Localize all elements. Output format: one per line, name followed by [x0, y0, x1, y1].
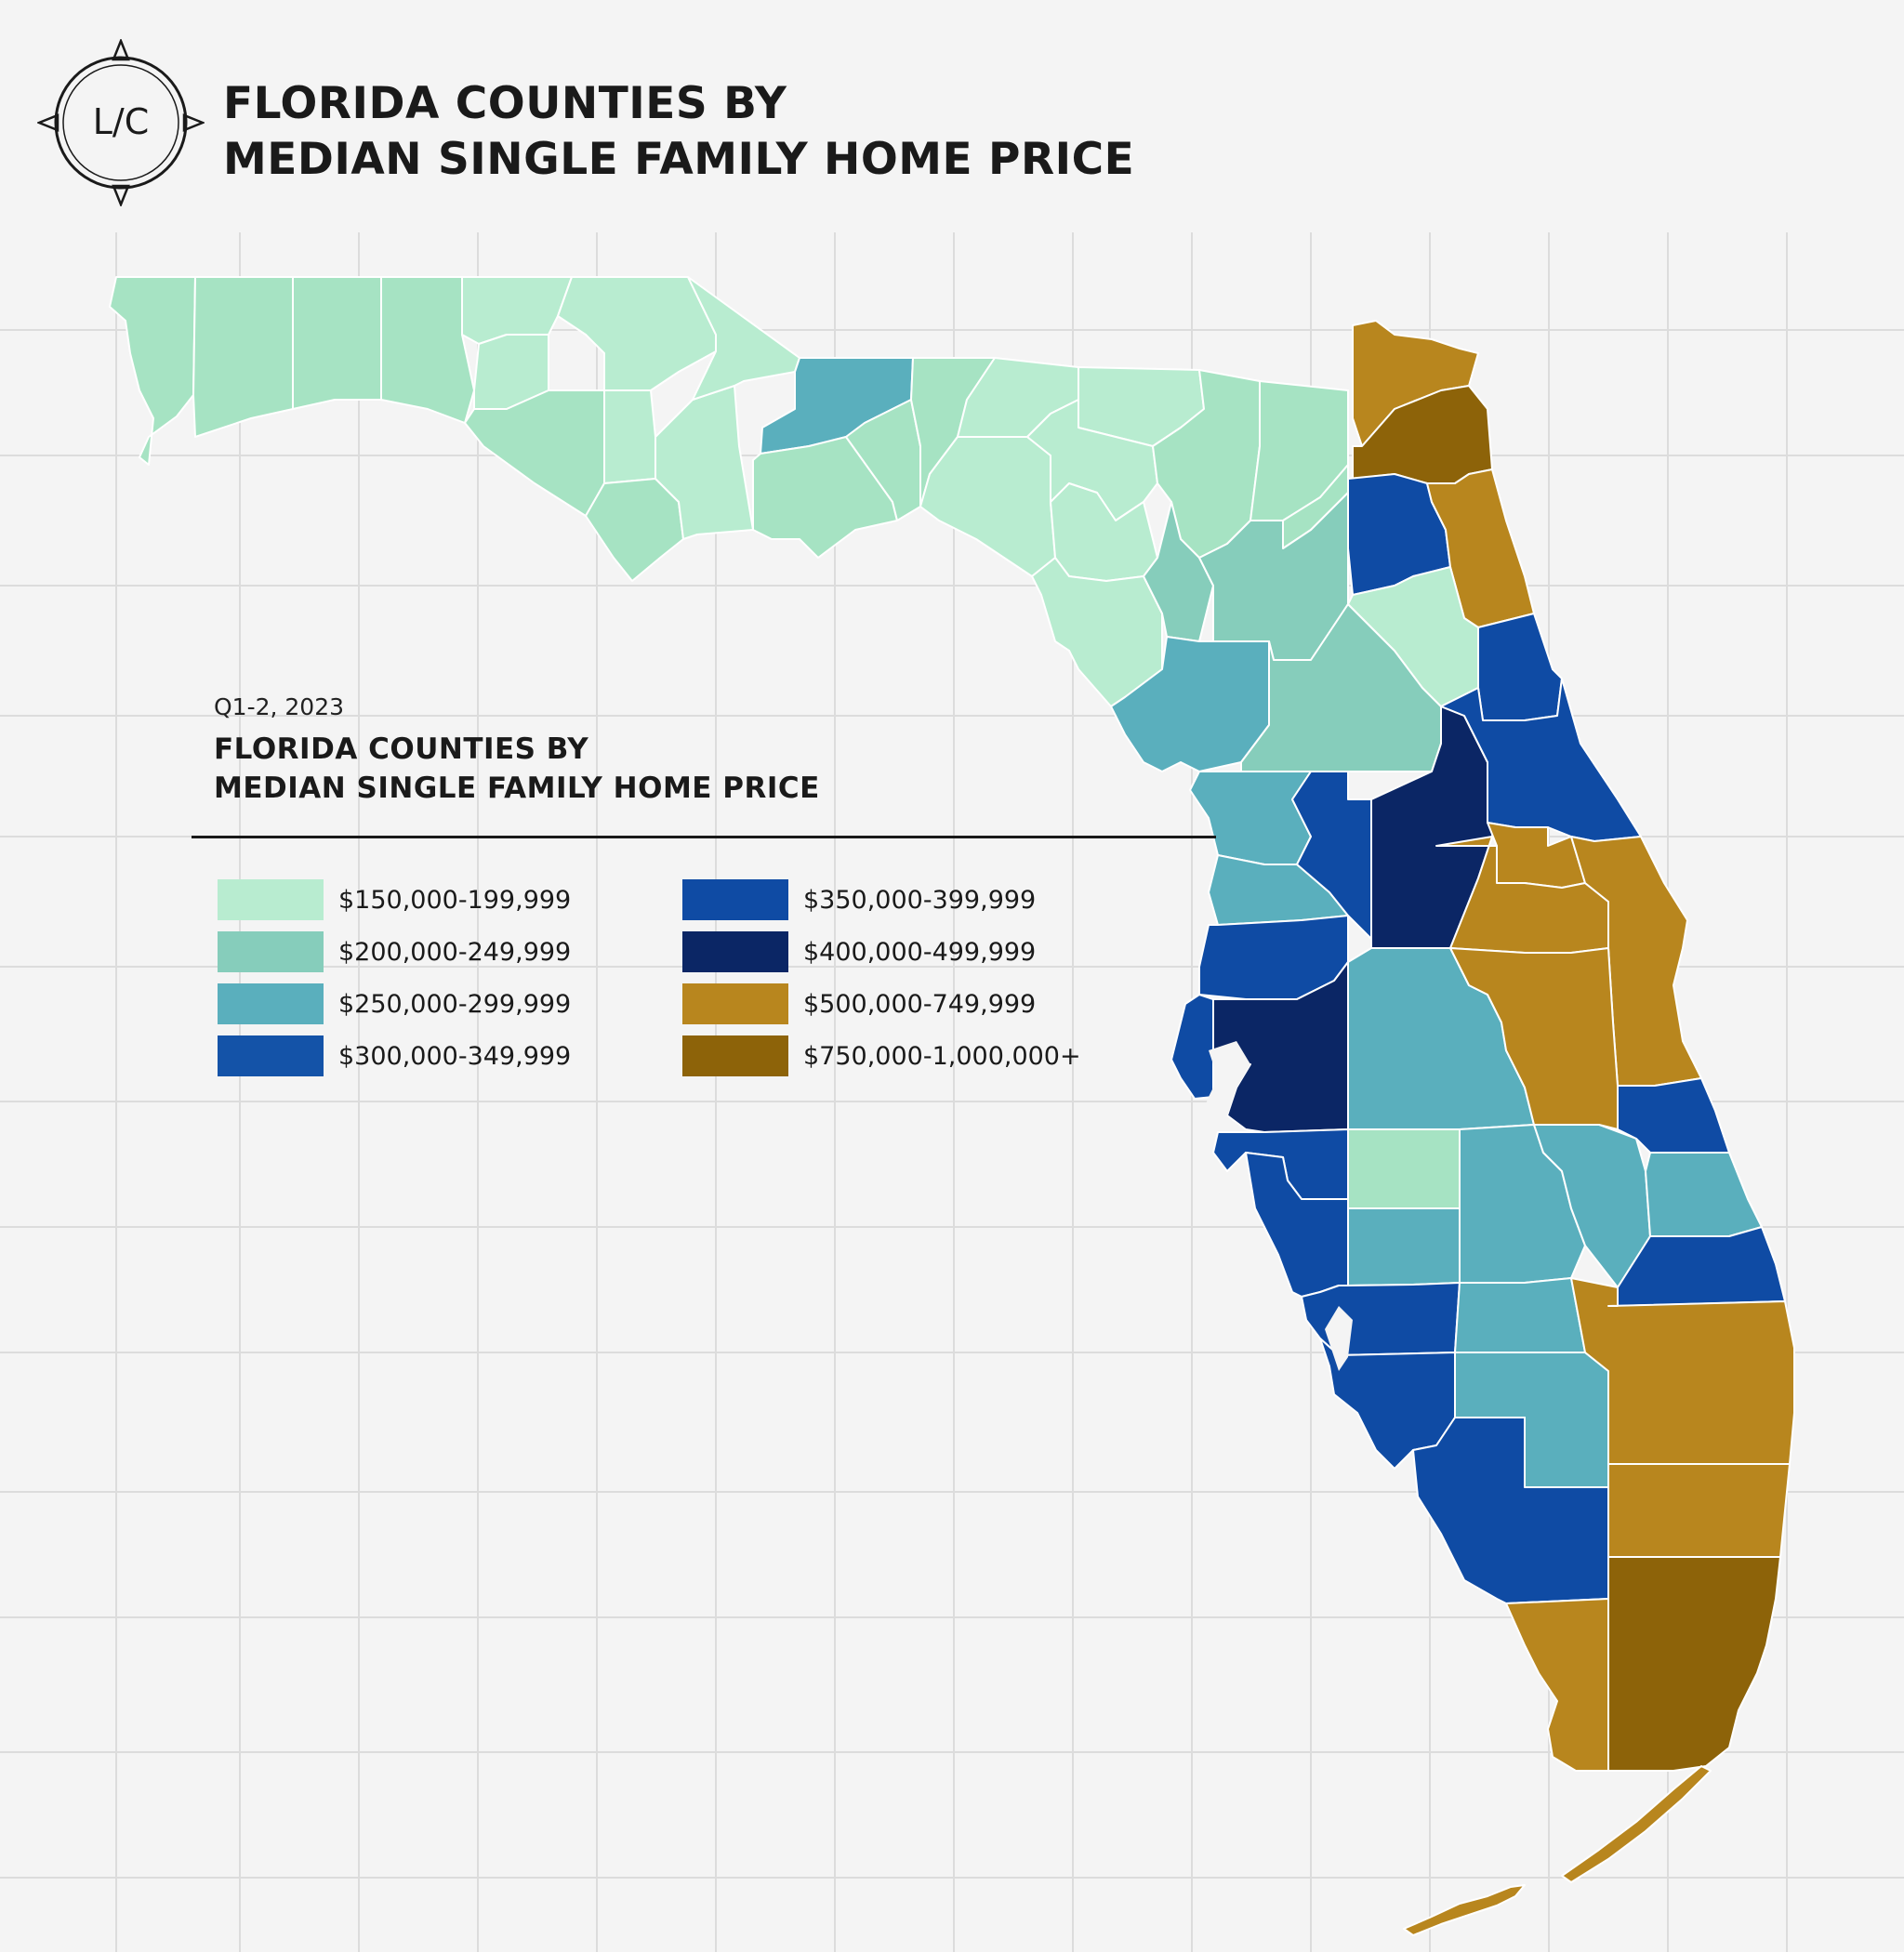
- counties: [109, 276, 1795, 1936]
- charlotte-harbor-water: [1325, 1306, 1353, 1371]
- county-palm-beach[interactable]: [1570, 1277, 1795, 1465]
- legend-item: $300,000-349,999: [218, 1035, 571, 1076]
- logo-text: L/C: [93, 101, 150, 142]
- legend-label: $750,000-1,000,000+: [803, 1041, 1081, 1071]
- county-santa-rosa[interactable]: [192, 276, 294, 438]
- legend-label: $400,000-499,999: [803, 937, 1037, 967]
- county-sumter[interactable]: [1291, 771, 1372, 940]
- county-nassau[interactable]: [1352, 320, 1479, 447]
- page-title: FLORIDA COUNTIES BY MEDIAN SINGLE FAMILY…: [223, 76, 1134, 188]
- legend-item: $500,000-749,999: [682, 983, 1036, 1024]
- legend-divider: [192, 836, 1216, 838]
- county-bay[interactable]: [464, 389, 605, 517]
- county-monroe-mainland[interactable]: [1505, 1598, 1609, 1772]
- page-title-line2: MEDIAN SINGLE FAMILY HOME PRICE: [223, 134, 1135, 185]
- county-broward[interactable]: [1607, 1463, 1791, 1558]
- legend-swatch: [218, 879, 324, 920]
- legend-label: $200,000-249,999: [338, 937, 572, 967]
- county-lee[interactable]: [1319, 1338, 1456, 1470]
- legend-swatch: [218, 983, 324, 1024]
- legend-label: $350,000-399,999: [803, 885, 1037, 915]
- legend-item: $150,000-199,999: [218, 879, 571, 920]
- county-okaloosa[interactable]: [292, 276, 382, 410]
- legend-label: $250,000-299,999: [338, 989, 572, 1019]
- legend-date: Q1-2, 2023: [214, 693, 345, 720]
- legend-label: $150,000-199,999: [338, 885, 572, 915]
- county-jackson[interactable]: [557, 276, 717, 391]
- county-escambia[interactable]: [109, 276, 196, 466]
- county-desoto[interactable]: [1347, 1207, 1461, 1286]
- legend-item: $400,000-499,999: [682, 931, 1036, 972]
- lc-compass-logo: L/C: [37, 39, 205, 206]
- county-calhoun[interactable]: [603, 389, 656, 484]
- county-gulf[interactable]: [585, 478, 684, 582]
- legend-swatch: [682, 931, 788, 972]
- county-monroe-keys-upper[interactable]: [1561, 1765, 1712, 1883]
- county-walton[interactable]: [380, 276, 475, 424]
- county-st-lucie[interactable]: [1645, 1152, 1763, 1237]
- county-gilchrist[interactable]: [1143, 501, 1214, 642]
- legend-label: $500,000-749,999: [803, 989, 1037, 1019]
- legend-title-line1: FLORIDA COUNTIES BY: [214, 732, 589, 766]
- tampa-bay-water: [1199, 1041, 1250, 1129]
- legend-swatch: [682, 1035, 788, 1076]
- county-hardee[interactable]: [1347, 1128, 1461, 1209]
- county-pinellas[interactable]: [1170, 994, 1214, 1100]
- legend-swatch: [218, 931, 324, 972]
- county-miami-dade[interactable]: [1607, 1556, 1781, 1772]
- legend-swatch: [218, 1035, 324, 1076]
- county-glades[interactable]: [1454, 1277, 1586, 1353]
- legend-item: $200,000-249,999: [218, 931, 571, 972]
- county-monroe-keys[interactable]: [1403, 1884, 1526, 1936]
- legend-label: $300,000-349,999: [338, 1041, 572, 1071]
- legend-item: $350,000-399,999: [682, 879, 1036, 920]
- legend-item: $250,000-299,999: [218, 983, 571, 1024]
- county-osceola[interactable]: [1449, 947, 1619, 1130]
- county-citrus[interactable]: [1189, 771, 1312, 865]
- legend: $150,000-199,999 $200,000-249,999 $250,0…: [218, 879, 1147, 1084]
- legend-item: $750,000-1,000,000+: [682, 1035, 1081, 1076]
- legend-title: FLORIDA COUNTIES BY MEDIAN SINGLE FAMILY…: [214, 730, 820, 808]
- page-title-line1: FLORIDA COUNTIES BY: [223, 78, 787, 129]
- legend-title-line2: MEDIAN SINGLE FAMILY HOME PRICE: [214, 772, 820, 805]
- legend-swatch: [682, 879, 788, 920]
- legend-swatch: [682, 983, 788, 1024]
- legend-header: Q1-2, 2023 FLORIDA COUNTIES BY MEDIAN SI…: [214, 693, 820, 808]
